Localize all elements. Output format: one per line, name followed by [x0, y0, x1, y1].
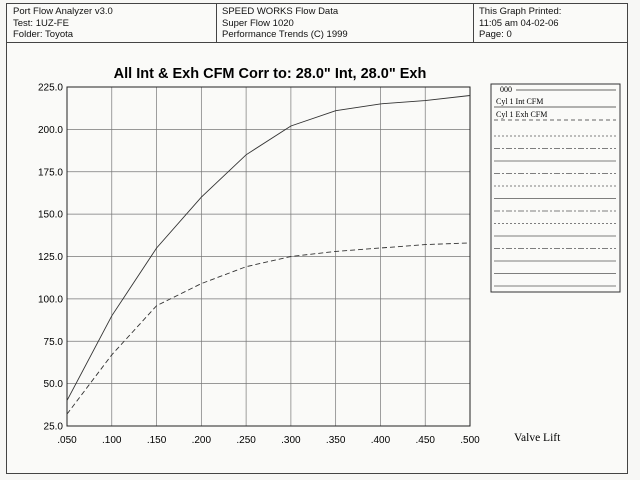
legend-entry-label: Cyl 1 Int CFM [496, 97, 543, 106]
x-tick-label: .450 [415, 435, 435, 446]
grid-lines [67, 87, 470, 426]
program-name: Port Flow Analyzer v3.0 [13, 6, 113, 17]
header-divider [216, 4, 217, 42]
legend-header: 000 [500, 85, 512, 94]
series-line [66, 95, 471, 401]
y-tick-label: 225.0 [38, 83, 63, 94]
x-tick-label: .400 [371, 435, 391, 446]
series-line [66, 242, 471, 415]
y-tick-label: 150.0 [38, 210, 63, 221]
x-axis-ticks: .050 .100 .150 .200 .250 .300 .350 .400 .450 .500 [57, 435, 480, 446]
y-tick-label: 125.0 [38, 252, 63, 263]
y-tick-label: 50.0 [44, 379, 64, 390]
header-program-info: Port Flow Analyzer v3.0 Test: 1UZ-FE Fol… [13, 6, 113, 41]
x-tick-label: .200 [192, 435, 212, 446]
header-print-info: This Graph Printed: 11:05 am 04-02-06 Pa… [479, 6, 561, 41]
folder-name: Folder: Toyota [13, 29, 74, 40]
report-header: Port Flow Analyzer v3.0 Test: 1UZ-FE Fol… [7, 4, 627, 43]
copyright: Performance Trends (C) 1999 [222, 29, 348, 40]
y-tick-label: 200.0 [38, 125, 63, 136]
y-tick-label: 175.0 [38, 167, 63, 178]
bench-name: Super Flow 1020 [222, 17, 294, 29]
chart-title: All Int & Exh CFM Corr to: 28.0" Int, 28… [114, 66, 427, 82]
page-number: Page: 0 [479, 29, 512, 40]
legend: 000 Cyl 1 Int CFM Cyl 1 Exh CFM [490, 83, 621, 293]
y-tick-label: 75.0 [44, 337, 64, 348]
x-tick-label: .150 [147, 435, 167, 446]
header-divider [473, 4, 474, 42]
x-tick-label: .500 [460, 435, 480, 446]
x-tick-label: .050 [57, 435, 77, 446]
printout-page: Port Flow Analyzer v3.0 Test: 1UZ-FE Fol… [6, 3, 628, 474]
y-tick-label: 100.0 [38, 294, 63, 305]
legend-box [490, 83, 621, 293]
x-tick-label: .350 [326, 435, 346, 446]
x-tick-label: .100 [102, 435, 122, 446]
printed-label: This Graph Printed: [479, 6, 562, 17]
x-tick-label: .250 [236, 435, 256, 446]
test-name: Test: 1UZ-FE [13, 17, 69, 29]
plot-area-frame [66, 86, 471, 427]
data-series [66, 95, 471, 415]
x-axis-label: Valve Lift [514, 432, 561, 444]
data-title: SPEED WORKS Flow Data [222, 6, 339, 17]
y-tick-label: 25.0 [44, 422, 64, 433]
y-axis-ticks: 25.0 50.0 75.0 100.0 125.0 150.0 175.0 200.0 225… [38, 83, 63, 433]
legend-entry-label: Cyl 1 Exh CFM [496, 110, 547, 119]
header-data-info: SPEED WORKS Flow Data Super Flow 1020 Pe… [222, 6, 348, 41]
x-tick-label: .300 [281, 435, 301, 446]
printed-time: 11:05 am 04-02-06 [479, 17, 559, 29]
